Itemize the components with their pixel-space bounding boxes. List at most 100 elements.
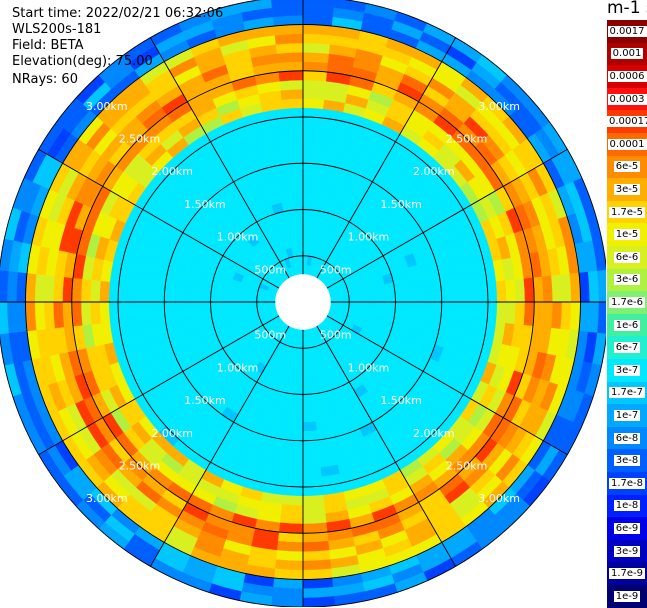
ppi-cell [302, 33, 332, 45]
ppi-cell [597, 269, 606, 303]
ppi-cell [541, 275, 553, 303]
colorbar-tick-label: 3e-8 [613, 455, 641, 467]
azimuth-spoke [149, 325, 290, 567]
ppi-cell [201, 291, 212, 303]
colorbar-cell: 3e-6 [607, 268, 647, 292]
ppi-cell [302, 181, 316, 192]
range-ring-label: 500m [320, 263, 352, 276]
colorbar-tick-label: 1.7e-6 [608, 296, 646, 308]
ppi-cell [297, 255, 304, 266]
ppi-cell [117, 282, 129, 303]
colorbar-tick-label: 6e-8 [613, 432, 641, 444]
ppi-cell [288, 163, 304, 174]
ppi-cell [280, 89, 304, 100]
ppi-cell [367, 294, 378, 303]
ppi-cell [293, 384, 304, 395]
ppi-cell [302, 98, 325, 110]
ppi-cell [285, 458, 304, 469]
ppi-cell [283, 476, 304, 488]
ppi-cell [302, 494, 325, 506]
ppi-cell [136, 284, 147, 303]
range-ring-label: 1.50km [184, 198, 226, 211]
ppi-cell [294, 218, 304, 229]
ppi-cell [296, 237, 304, 248]
ppi-cell [302, 458, 321, 469]
ppi-cell [505, 279, 516, 303]
ppi-cell [191, 290, 203, 303]
ppi-cell [289, 421, 304, 432]
ppi-cell [302, 79, 327, 91]
ppi-cell [288, 430, 304, 441]
ppi-cell [295, 366, 304, 377]
colorbar-cell: 6e-7 [607, 336, 647, 359]
colorbar-tick-label: 1e-9 [613, 590, 641, 602]
colorbar-cell: 0.0003 [607, 87, 647, 111]
ppi-cell [523, 277, 535, 303]
ppi-cell [270, 596, 304, 607]
ppi-cell [431, 301, 442, 317]
ppi-cell [296, 246, 304, 257]
ppi-plot: 500m 1.00km 1.50km 2.00km 2.50km 3.00km 500m 1.… [0, 0, 606, 607]
azimuth-spoke [316, 37, 457, 279]
ppi-cell [108, 301, 120, 323]
ppi-cell [302, 375, 312, 386]
ppi-cell [348, 295, 359, 303]
colorbar-cell: 1e-8 [607, 494, 647, 518]
ppi-cell [514, 301, 526, 326]
ppi-cell [495, 280, 507, 303]
ppi-cell [164, 301, 175, 317]
ppi-cell [302, 522, 328, 534]
ppi-cell [247, 301, 258, 309]
ppi-cell [285, 218, 296, 230]
ppi-cell [302, 550, 331, 562]
ppi-cell [6, 270, 19, 303]
colorbar-tick-label: 0.00017 [607, 116, 647, 128]
ppi-cell [278, 70, 304, 82]
ppi-cell [302, 153, 319, 165]
instrument-label: WLS200s-181 [12, 22, 102, 37]
ppi-cell [210, 292, 221, 303]
ppi-cell [71, 301, 83, 327]
colorbar-cell: 6e-8 [607, 426, 647, 450]
ppi-cell [302, 467, 322, 478]
colorbar-tick-label: 6e-7 [613, 342, 641, 354]
ppi-cell [477, 301, 489, 322]
colorbar-cell: 6e-9 [607, 517, 647, 540]
ppi-cell [71, 277, 83, 303]
ppi-cell [90, 301, 101, 325]
ppi-cell [339, 296, 350, 303]
ppi-cell [459, 301, 470, 320]
ppi-cell [440, 286, 452, 303]
colorbar-tick-label: 0.001 [610, 48, 644, 60]
range-ring-label: 2.50km [119, 132, 161, 145]
colorbar-cell: 0.0001 [607, 133, 647, 156]
ppi-cell [551, 301, 563, 330]
ppi-cell [302, 393, 314, 404]
ppi-cell [164, 287, 175, 303]
ppi-cell [302, 89, 326, 100]
ppi-cell [302, 126, 322, 137]
colorbar-tick-label: 6e-9 [613, 522, 641, 534]
ppi-cell [385, 301, 396, 312]
azimuth-spoke [38, 315, 280, 456]
ppi-cell [302, 596, 336, 607]
ppi-cell [302, 218, 312, 229]
ppi-cell [127, 301, 138, 321]
ppi-cell [289, 172, 304, 183]
ppi-cell [302, 540, 330, 552]
ppi-cell [281, 494, 304, 506]
ppi-cell [302, 5, 335, 18]
range-ring-label: 2.50km [119, 460, 161, 473]
ppi-cell [43, 274, 55, 303]
ppi-cell [302, 384, 313, 395]
ppi-cell [283, 116, 304, 128]
ppi-cell [302, 24, 333, 36]
ppi-cell [281, 98, 304, 110]
colorbar-cell: 0.00017 [607, 110, 647, 133]
ppi-cell [228, 301, 239, 310]
ppi-cell [284, 126, 304, 137]
range-ring-label: 3.00km [86, 100, 128, 113]
colorbar-cell: 3e-9 [607, 539, 647, 563]
ppi-cell [302, 430, 318, 441]
range-ring-label: 500m [254, 329, 286, 342]
